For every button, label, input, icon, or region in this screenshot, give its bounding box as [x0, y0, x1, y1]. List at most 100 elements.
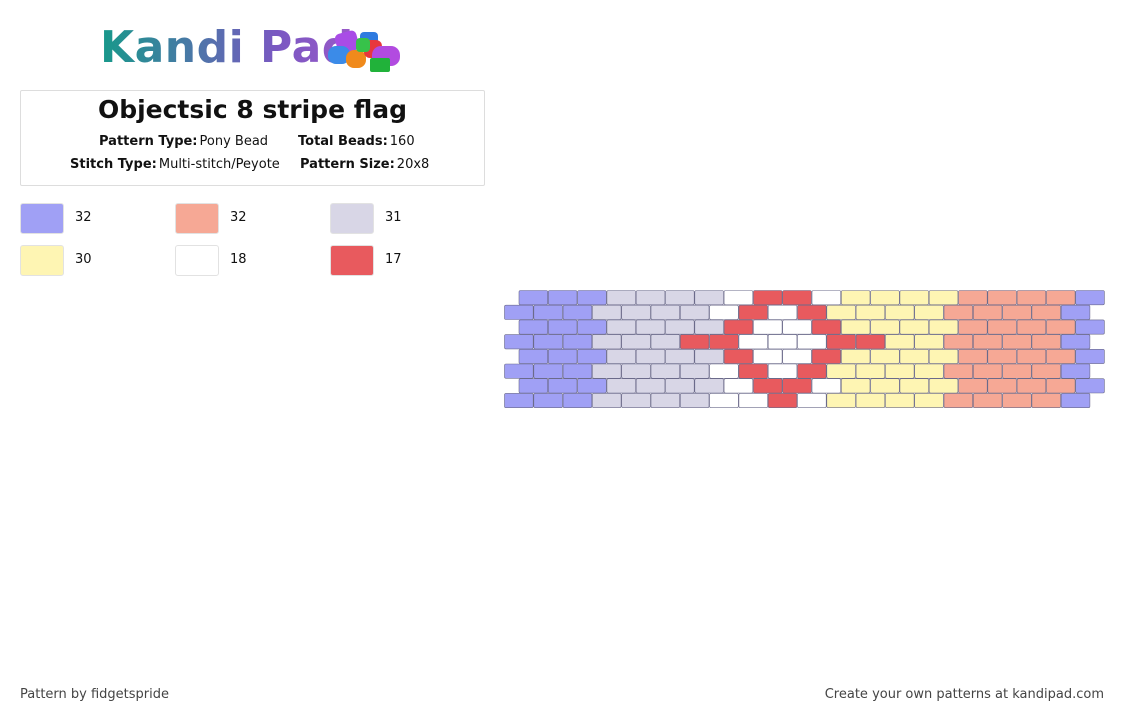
bead — [547, 319, 578, 335]
bead — [1031, 363, 1061, 379]
bead — [577, 290, 607, 306]
bead — [797, 363, 827, 379]
bead — [709, 363, 739, 379]
bead — [577, 378, 607, 394]
bead — [650, 334, 681, 350]
bead — [899, 319, 929, 335]
bead — [533, 334, 563, 350]
bead — [870, 348, 900, 364]
bead — [562, 393, 593, 408]
site-link[interactable]: Create your own patterns at kandipad.com — [824, 687, 1104, 702]
bead — [679, 363, 710, 379]
bead — [533, 304, 563, 320]
bead — [767, 393, 798, 408]
bead — [885, 334, 915, 350]
bead — [1016, 290, 1047, 306]
bead — [709, 334, 739, 350]
bead — [679, 334, 710, 350]
bead — [914, 334, 944, 350]
bead — [606, 378, 636, 394]
bead — [928, 378, 959, 394]
bead — [621, 363, 651, 379]
bead — [811, 290, 842, 306]
bead — [1031, 304, 1061, 320]
bead — [650, 363, 681, 379]
bead — [782, 348, 812, 364]
bead — [547, 378, 578, 394]
color-swatch — [330, 245, 374, 276]
bead — [1046, 319, 1076, 335]
bead — [753, 290, 783, 306]
bead — [562, 334, 593, 350]
bead — [650, 393, 681, 408]
color-swatch — [175, 245, 219, 276]
bead — [504, 393, 534, 408]
bead — [885, 393, 915, 408]
bead — [562, 363, 593, 379]
bead — [797, 304, 827, 320]
logo[interactable]: Kandi Pad — [100, 22, 354, 73]
bead — [547, 290, 578, 306]
bead — [738, 304, 768, 320]
bead — [1075, 378, 1105, 394]
bead — [753, 319, 783, 335]
bead — [665, 290, 695, 306]
info-label: Pattern Size: — [300, 157, 395, 172]
bead — [958, 290, 988, 306]
info-label: Total Beads: — [298, 134, 388, 149]
bead — [504, 363, 534, 379]
bead — [840, 378, 871, 394]
bead — [870, 378, 900, 394]
bead — [679, 304, 710, 320]
bead — [621, 304, 651, 320]
bead — [987, 290, 1017, 306]
bead — [709, 304, 739, 320]
bead — [899, 290, 929, 306]
bead-count: 32 — [75, 210, 92, 225]
bead — [811, 378, 842, 394]
bead — [885, 363, 915, 379]
bead — [635, 348, 666, 364]
bead — [943, 334, 974, 350]
bead — [987, 348, 1017, 364]
bead — [811, 319, 842, 335]
bead — [694, 319, 724, 335]
bead — [694, 378, 724, 394]
bead — [826, 334, 856, 350]
bead — [826, 304, 856, 320]
bead — [811, 348, 842, 364]
bead — [723, 319, 754, 335]
bead — [972, 304, 1003, 320]
bead — [1060, 334, 1091, 350]
bead — [694, 290, 724, 306]
bead — [972, 393, 1003, 408]
bead — [665, 319, 695, 335]
bead — [767, 363, 798, 379]
bead — [1016, 319, 1047, 335]
bead — [518, 319, 549, 335]
info-value: Pony Bead — [199, 134, 269, 149]
bead — [1016, 348, 1047, 364]
bead — [855, 334, 886, 350]
bead — [840, 290, 871, 306]
bead-count: 18 — [230, 252, 247, 267]
bead — [592, 363, 622, 379]
pattern-title: Objectsic 8 stripe flag — [97, 95, 408, 124]
bead — [870, 290, 900, 306]
bead — [723, 378, 754, 394]
bead — [767, 304, 798, 320]
bead — [738, 334, 768, 350]
bead — [592, 304, 622, 320]
info-label: Stitch Type: — [70, 157, 157, 172]
bead — [1002, 363, 1032, 379]
bead — [972, 334, 1003, 350]
color-swatch — [175, 203, 219, 234]
info-item: Stitch Type: Multi-stitch/Peyote — [70, 157, 280, 172]
color-swatch — [20, 245, 64, 276]
bead — [767, 334, 798, 350]
bead — [606, 319, 636, 335]
bead — [797, 393, 827, 408]
bead — [1075, 290, 1105, 306]
